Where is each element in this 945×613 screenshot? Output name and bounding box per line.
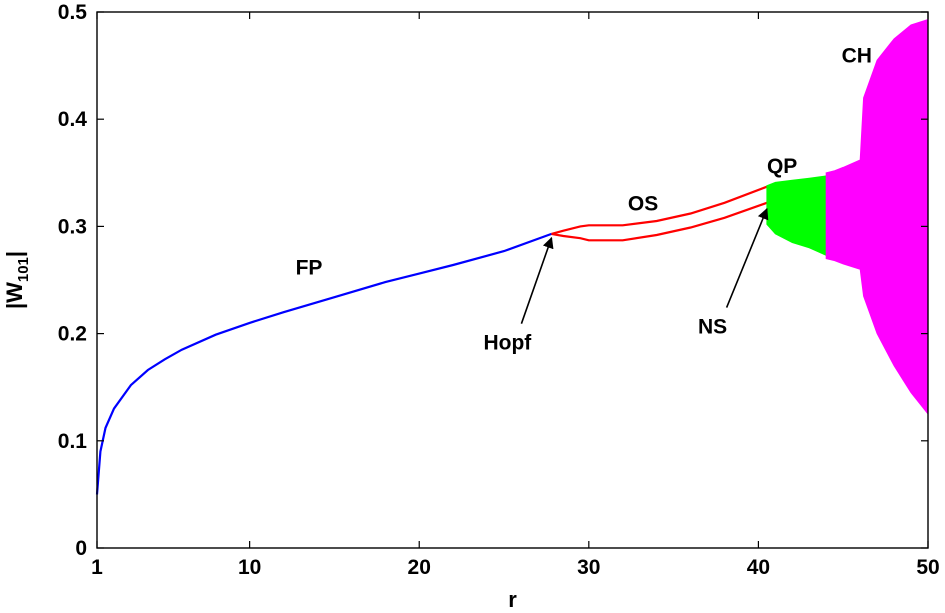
x-tick-label: 1 xyxy=(91,556,103,579)
annotation-hopf: Hopf xyxy=(483,332,532,355)
annotation-fp: FP xyxy=(296,257,323,280)
annotation-os: OS xyxy=(628,192,658,215)
y-tick-label: 0.5 xyxy=(58,1,88,24)
annotations: FP OS QP CH Hopf NS xyxy=(296,44,872,354)
y-tick-label: 0.2 xyxy=(58,323,87,346)
x-tick-label: 10 xyxy=(238,556,261,579)
series-qp-band xyxy=(766,175,827,257)
x-tick-label: 20 xyxy=(408,556,431,579)
y-axis-label-sub: 101 xyxy=(15,257,32,282)
y-tick-label: 0.3 xyxy=(58,215,87,238)
annotation-hopf-arrow xyxy=(520,236,554,324)
plot-area xyxy=(95,18,929,495)
x-tick-label: 30 xyxy=(577,556,600,579)
y-tick-label: 0.4 xyxy=(58,108,88,131)
axis-ticks: 1 10 20 30 40 50 0 0.1 0.2 0.3 0.4 0.5 xyxy=(58,1,940,579)
series-os-upper-line xyxy=(551,185,768,235)
x-tick-label: 50 xyxy=(916,556,939,579)
axes-frame xyxy=(96,11,929,549)
series-fp-line xyxy=(95,232,552,495)
series-ch-band xyxy=(825,18,929,416)
y-axis-label: |W101| xyxy=(2,251,32,309)
annotation-ns-arrow xyxy=(725,207,769,308)
x-axis-label: r xyxy=(508,587,517,612)
annotation-ch: CH xyxy=(842,44,872,67)
annotation-qp: QP xyxy=(767,155,797,178)
annotation-ns: NS xyxy=(698,316,727,339)
y-tick-label: 0.1 xyxy=(58,430,88,453)
y-axis-label-main: |W xyxy=(2,282,27,309)
series-os-lower-line xyxy=(551,201,768,242)
y-axis-label-end: | xyxy=(2,251,27,257)
y-tick-label: 0 xyxy=(75,537,87,560)
x-tick-label: 40 xyxy=(747,556,770,579)
